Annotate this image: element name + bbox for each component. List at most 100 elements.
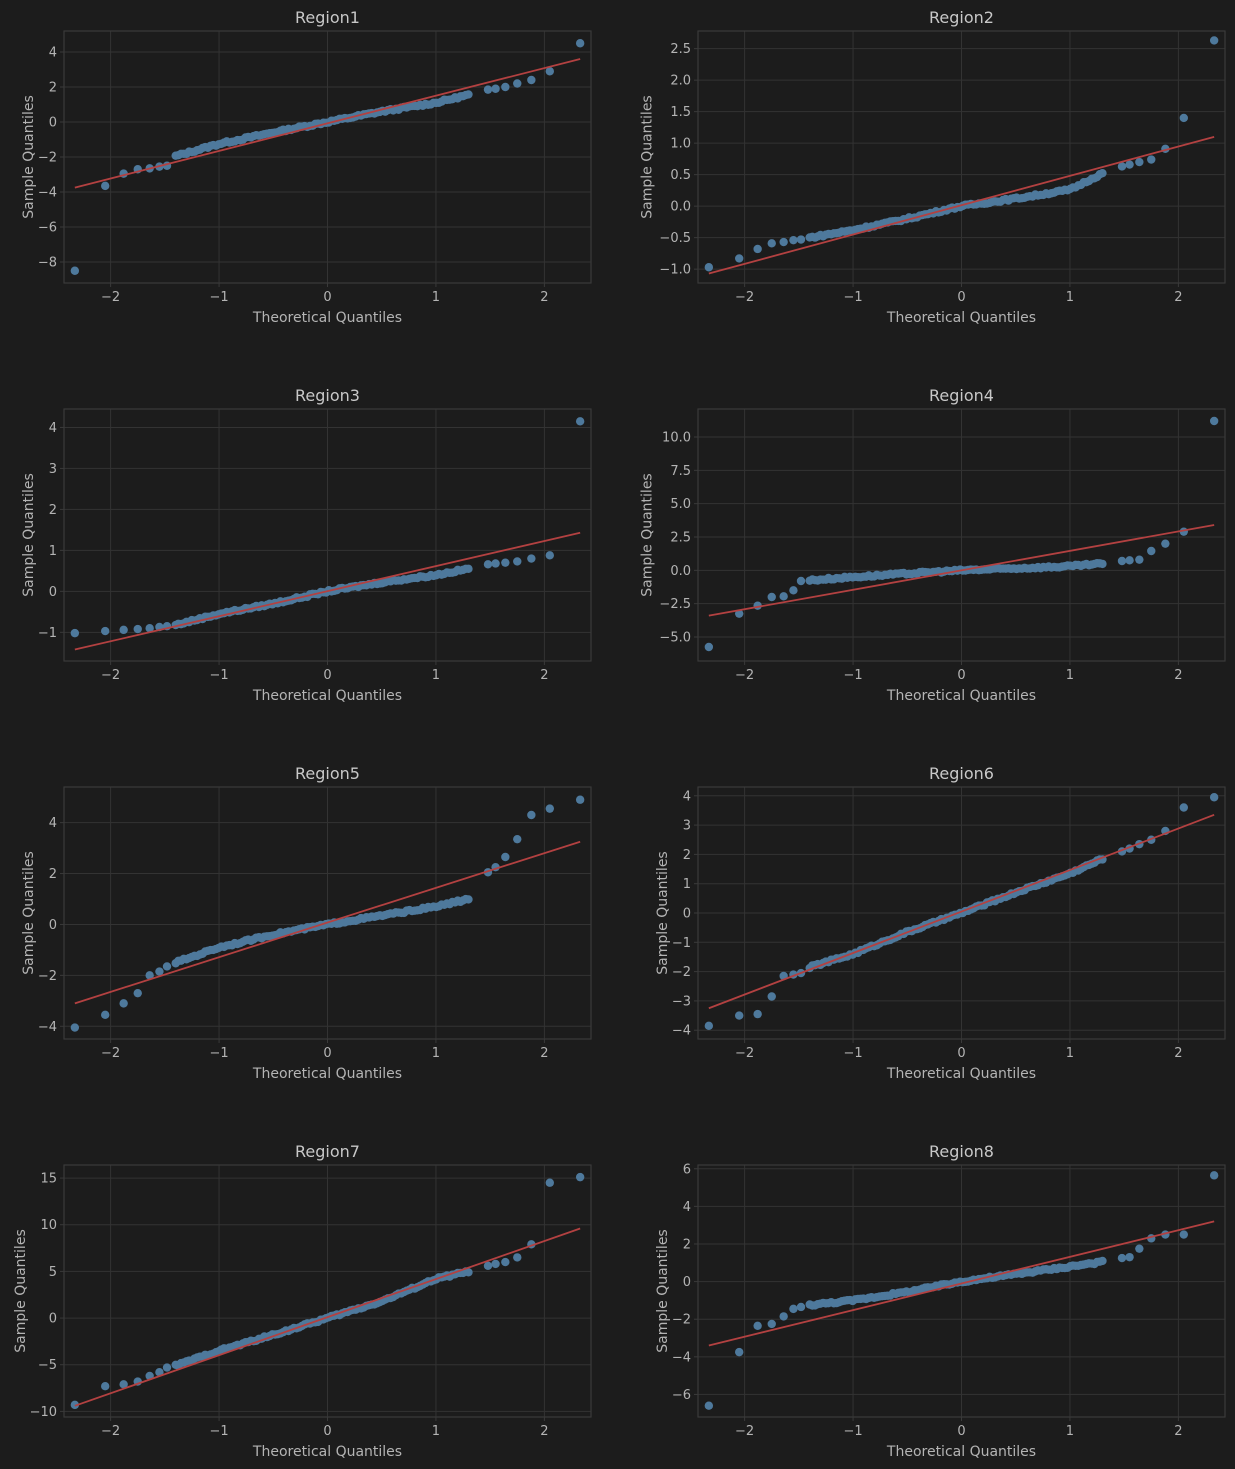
x-tick-label: −1 [843, 290, 862, 305]
sample-point [145, 971, 154, 980]
y-tick-label: 2.0 [670, 74, 691, 89]
sample-point [501, 558, 510, 567]
y-tick-label: 6 [683, 1162, 691, 1177]
y-tick-label: 5 [49, 1265, 57, 1280]
sample-point [779, 592, 788, 601]
x-tick-label: 1 [432, 668, 440, 683]
chart-panel-5: −2 −1 0 1 2 −4 −2 0 2 4 Region5 Theoretical Quantil… [21, 764, 592, 1082]
chart-panel-3: −2 −1 0 1 2 −1 0 1 2 3 4 Region3 Theoretical Quantil… [21, 386, 592, 704]
x-tick-label: 0 [957, 668, 965, 683]
sample-point [483, 85, 493, 94]
y-tick-label: −8 [38, 256, 57, 271]
y-axis-label: Sample Quantiles [21, 473, 37, 596]
y-tick-label: −4 [38, 1020, 57, 1035]
x-tick-label: 2 [1174, 1046, 1182, 1061]
chart-title: Region3 [295, 386, 360, 405]
x-tick-label: −2 [101, 668, 120, 683]
sample-points [704, 793, 1219, 1031]
y-tick-label: 1.0 [670, 137, 691, 152]
sample-point [501, 1257, 510, 1267]
sample-point [735, 1011, 744, 1020]
x-tick-label: 2 [540, 668, 548, 683]
reference-line [74, 531, 581, 651]
sample-point [162, 1363, 172, 1372]
y-tick-label: 4 [683, 789, 691, 804]
sample-point [70, 1023, 80, 1032]
sample-point [1209, 793, 1219, 802]
sample-point [545, 804, 554, 813]
y-tick-label: 0.0 [670, 200, 691, 215]
y-tick-label: 2 [49, 81, 57, 96]
sample-point [155, 1368, 164, 1377]
x-axis-label: Theoretical Quantiles [886, 1444, 1036, 1460]
chart-title: Region5 [295, 764, 360, 783]
y-tick-label: −2.5 [659, 597, 691, 612]
x-tick-label: 1 [1066, 1424, 1074, 1439]
sample-point [753, 1009, 762, 1019]
y-axis-label: Sample Quantiles [21, 851, 37, 974]
sample-point [464, 90, 473, 99]
sample-point [101, 181, 110, 191]
y-axis-label: Sample Quantiles [655, 851, 671, 974]
x-tick-label: 1 [432, 290, 440, 305]
sample-point [513, 1253, 522, 1262]
chart-title: Region8 [929, 1142, 994, 1161]
sample-point [1209, 1171, 1219, 1180]
sample-point [501, 852, 510, 862]
reference-line [708, 524, 1215, 617]
sample-point [704, 642, 714, 652]
sample-point [101, 626, 110, 636]
y-tick-label: 0.5 [670, 168, 691, 183]
reference-line [708, 813, 1215, 1010]
y-tick-label: −6 [38, 221, 57, 236]
sample-point [575, 1172, 585, 1182]
chart-title: Region2 [929, 8, 994, 27]
sample-point [513, 557, 522, 566]
sample-point [70, 266, 80, 275]
sample-point [1209, 36, 1219, 45]
reference-line [708, 135, 1215, 275]
x-tick-label: −1 [843, 1424, 862, 1439]
x-tick-label: 0 [323, 1424, 331, 1439]
sample-point [1179, 113, 1188, 123]
x-tick-label: 1 [1066, 290, 1074, 305]
sample-points [70, 39, 585, 275]
sample-point [735, 1347, 744, 1357]
sample-point [796, 576, 806, 586]
sample-point [779, 1312, 788, 1321]
sample-point [527, 75, 536, 85]
sample-point [789, 1304, 798, 1314]
y-tick-label: 10 [40, 1218, 57, 1233]
y-tick-label: −4 [38, 186, 57, 201]
sample-point [1117, 162, 1127, 171]
y-tick-label: 0.0 [670, 564, 691, 579]
sample-point [545, 1178, 554, 1187]
y-tick-label: 1.5 [670, 105, 691, 120]
y-tick-label: 0 [49, 1312, 57, 1327]
sample-point [527, 554, 536, 563]
chart-panel-4: −2 −1 0 1 2 −5.0 −2.5 0.0 2.5 5.0 7.5 10.0 Region4 Th… [640, 386, 1226, 704]
reference-line [74, 58, 581, 189]
sample-point [704, 263, 714, 272]
y-tick-label: −1 [38, 626, 57, 641]
chart-title: Region1 [295, 8, 360, 27]
sample-point [1135, 555, 1144, 564]
sample-point [796, 1302, 806, 1312]
sample-point [1135, 1244, 1144, 1253]
y-tick-label: −1.0 [659, 263, 691, 278]
x-tick-label: 2 [1174, 668, 1182, 683]
y-axis-label: Sample Quantiles [640, 95, 656, 218]
sample-point [779, 237, 788, 247]
sample-points [704, 416, 1219, 652]
y-axis-label: Sample Quantiles [21, 95, 37, 218]
y-axis-label: Sample Quantiles [655, 1229, 671, 1352]
y-tick-label: 3 [683, 819, 691, 834]
sample-point [162, 962, 172, 971]
sample-point [464, 1268, 473, 1277]
x-tick-label: −1 [209, 1424, 228, 1439]
sample-point [1098, 168, 1107, 178]
x-tick-label: −2 [735, 290, 754, 305]
y-axis-label: Sample Quantiles [640, 473, 656, 596]
